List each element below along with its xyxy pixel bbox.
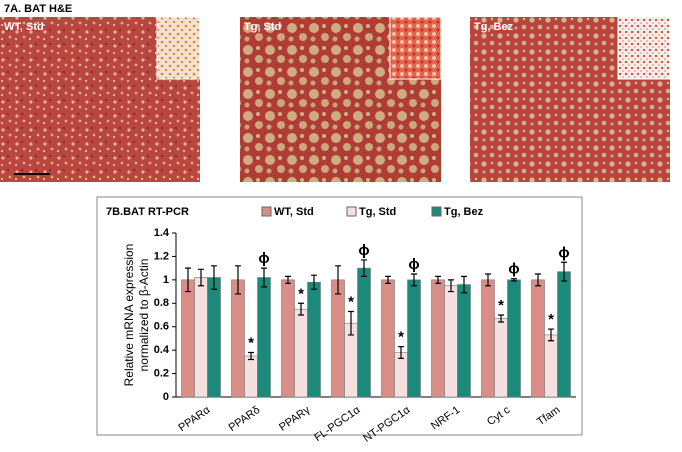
error-bar [361, 259, 367, 277]
bar [431, 279, 445, 398]
legend-label: Tg, Std [359, 206, 396, 218]
error-bar [398, 346, 404, 359]
y-tick-label: 0.8 [154, 297, 169, 309]
significance-mark: * [348, 293, 354, 310]
bar [381, 279, 395, 398]
significance-mark: ɸ [408, 256, 419, 273]
y-axis-label: Relative mRNA expression [122, 244, 136, 387]
y-axis-label: normalized to β-Actin [137, 259, 151, 372]
bar [281, 279, 295, 398]
bar [181, 279, 195, 398]
y-tick-label: 1 [163, 274, 169, 286]
bar [494, 318, 508, 398]
significance-mark: ɸ [358, 242, 369, 259]
bar [294, 308, 308, 398]
error-bar [535, 273, 541, 287]
bar [331, 279, 345, 398]
chart-title: 7B.BAT RT-PCR [106, 206, 189, 218]
error-bar [448, 279, 454, 293]
y-tick-label: 0.2 [154, 367, 169, 379]
bar [394, 352, 408, 398]
error-bar [435, 275, 441, 284]
bar [444, 285, 458, 398]
error-bar [385, 275, 391, 284]
error-bar [185, 267, 191, 293]
error-bar [235, 265, 241, 295]
legend-swatch [431, 206, 442, 217]
significance-mark: * [498, 297, 504, 314]
inset-image [617, 16, 671, 80]
bar [244, 355, 258, 398]
y-tick-label: 0.4 [154, 344, 170, 356]
error-bar [461, 275, 467, 294]
legend-label: Tg, Bez [444, 206, 484, 218]
bar [457, 284, 471, 398]
image-panel: Tg, Std [240, 16, 442, 182]
bar [194, 277, 208, 398]
bar [257, 277, 271, 398]
bar [231, 279, 245, 398]
y-tick-label: 1.4 [154, 227, 170, 239]
error-bar [561, 261, 567, 282]
error-bar [348, 310, 354, 336]
legend-label: WT, Std [274, 206, 314, 218]
inset-image [389, 16, 442, 80]
significance-mark: ɸ [558, 244, 569, 261]
legend-swatch [346, 206, 357, 217]
error-bar [511, 278, 517, 282]
significance-mark: ɸ [258, 250, 269, 267]
bar [544, 334, 558, 398]
bar [507, 279, 521, 398]
error-bar [261, 267, 267, 288]
significance-mark: * [398, 329, 404, 346]
error-bar [211, 265, 217, 290]
error-bar [298, 302, 304, 316]
significance-mark: * [298, 285, 304, 302]
error-bar [498, 314, 504, 323]
bar [357, 267, 371, 398]
image-label: WT, Std [4, 21, 44, 33]
inset-image [156, 16, 201, 80]
bar [557, 271, 571, 398]
error-bar [411, 273, 417, 287]
error-bar [285, 275, 291, 284]
error-bar [248, 351, 254, 361]
significance-mark: * [548, 311, 554, 328]
image-label: Tg, Std [244, 21, 281, 33]
error-bar [311, 274, 317, 290]
image-label: Tg, Bez [474, 21, 514, 33]
error-bar [198, 268, 204, 287]
y-tick-label: 0.6 [154, 321, 169, 333]
panel-a-title: 7A. BAT H&E [4, 3, 72, 15]
error-bar [485, 273, 491, 287]
legend-swatch [261, 206, 272, 217]
y-tick-label: 1.2 [154, 250, 169, 262]
significance-mark: * [248, 334, 254, 351]
bar [481, 279, 495, 398]
bar [207, 277, 221, 398]
error-bar [335, 265, 341, 295]
bar [407, 279, 421, 398]
y-tick-label: 0 [163, 391, 169, 403]
significance-mark: ɸ [508, 261, 519, 278]
bar [531, 279, 545, 398]
image-panel: Tg, Bez [470, 16, 671, 182]
error-bar [548, 328, 554, 342]
image-panel: WT, Std [0, 16, 201, 182]
bar [307, 281, 321, 398]
